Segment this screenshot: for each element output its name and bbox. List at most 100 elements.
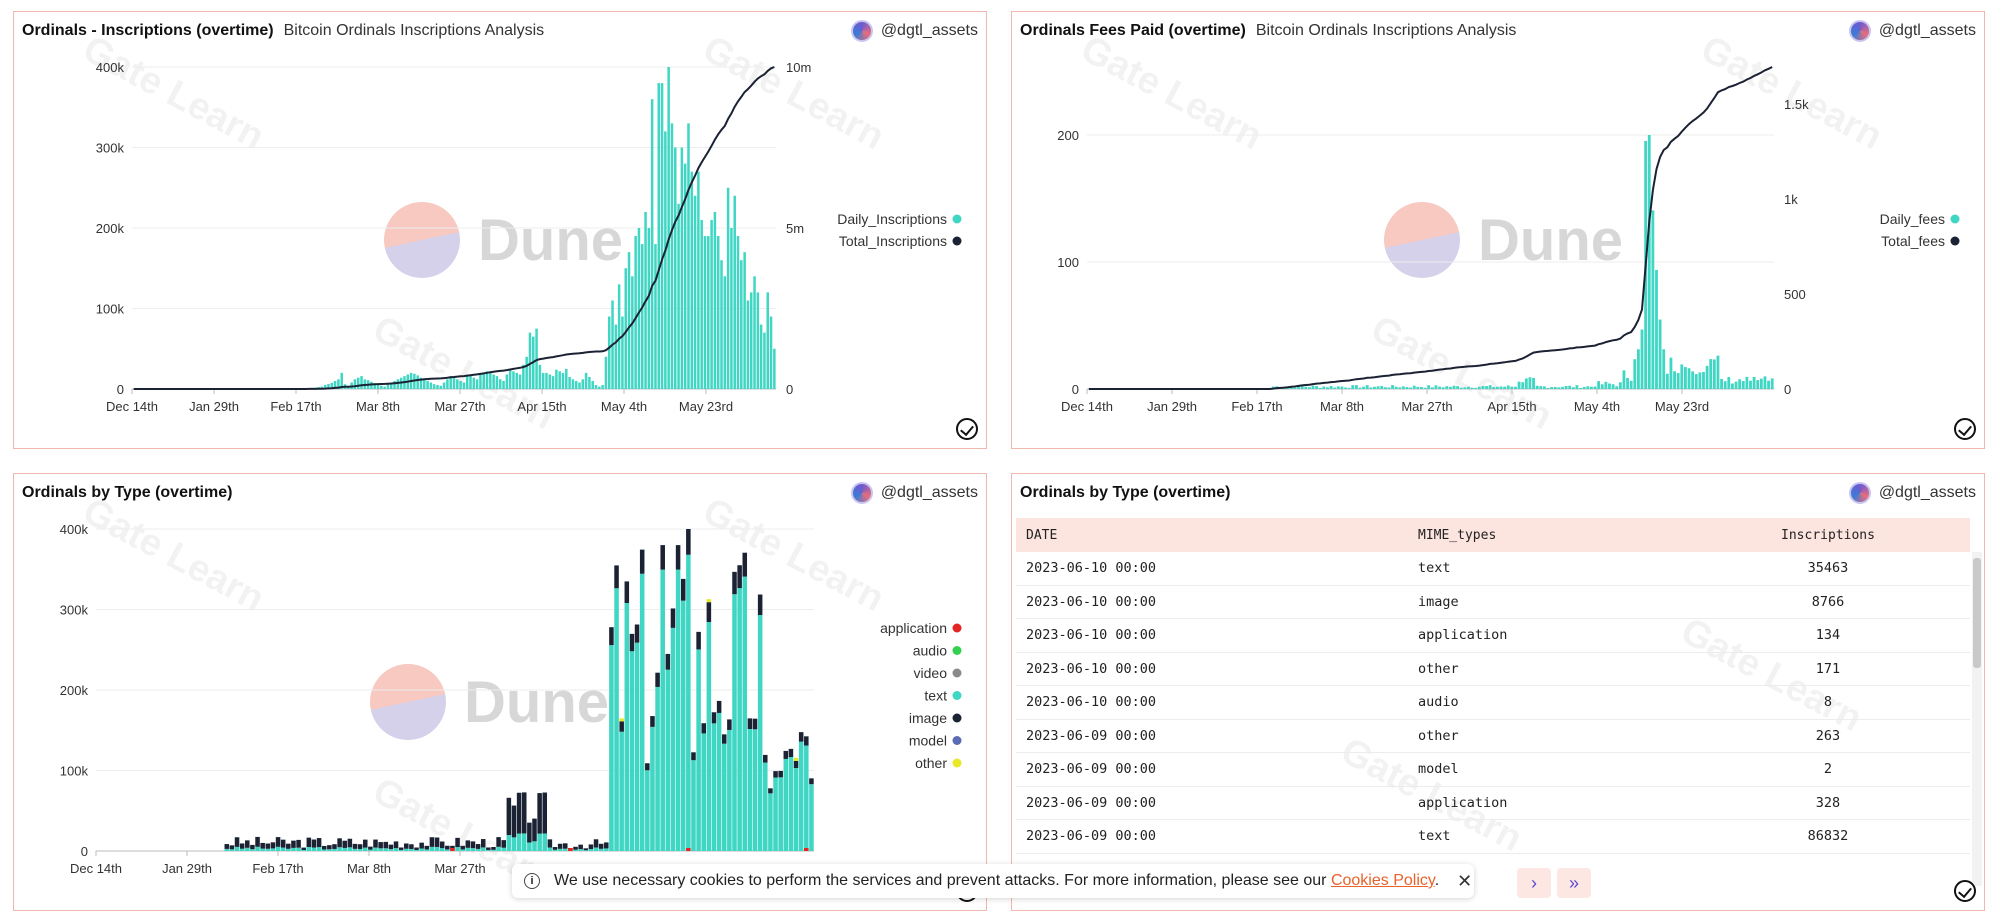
bar-text — [752, 729, 758, 851]
bar-image — [337, 838, 342, 848]
bar — [380, 385, 383, 389]
table-scrollbar[interactable] — [1972, 552, 1982, 886]
bar-text — [614, 588, 619, 851]
bar — [604, 356, 608, 389]
bar-image — [604, 842, 609, 849]
bar-image — [706, 602, 712, 623]
col-header-inscriptions[interactable]: Inscriptions — [1781, 527, 1875, 543]
owner-link[interactable]: @dgtl_assets — [1848, 482, 1976, 504]
table-row[interactable]: 2023-06-09 00:00 other 263 — [1016, 720, 1970, 753]
col-header-mime[interactable]: MIME_types — [1418, 527, 1497, 543]
bar-text — [680, 600, 686, 851]
bar — [1546, 387, 1550, 389]
bar — [1383, 387, 1387, 389]
bar — [459, 380, 462, 389]
bar — [1600, 384, 1604, 389]
bar — [1344, 387, 1347, 389]
panel-by-type-table: Ordinals by Type (overtime) @dgtl_assets… — [1011, 473, 1985, 911]
bar-text — [809, 784, 814, 851]
bar — [502, 380, 505, 389]
cell-mime: text — [1418, 828, 1451, 845]
table-row[interactable]: 2023-06-09 00:00 model 2 — [1016, 753, 1970, 787]
bar — [1380, 386, 1384, 389]
y2-tick-label: 10m — [786, 60, 811, 75]
bar — [1456, 386, 1460, 389]
panel-title: Ordinals Fees Paid (overtime) Bitcoin Ord… — [1020, 22, 1517, 39]
bar-image — [265, 843, 271, 849]
bar — [1604, 381, 1608, 389]
bar-image — [250, 844, 255, 850]
bar — [429, 382, 433, 389]
cell-date: 2023-06-09 00:00 — [1026, 828, 1157, 845]
bar — [1499, 386, 1503, 389]
bar — [726, 187, 730, 389]
bar — [1467, 386, 1470, 389]
bar — [1608, 383, 1611, 389]
owner-link[interactable]: @dgtl_assets — [1848, 20, 1976, 42]
y-tick-label: 400k — [96, 60, 125, 75]
x-tick-label: Jan 29th — [162, 861, 212, 876]
bar-text — [527, 842, 532, 851]
bar-text — [306, 846, 312, 851]
close-icon[interactable]: ✕ — [1457, 870, 1473, 891]
bar-image — [573, 846, 578, 850]
bar-image — [239, 843, 245, 849]
bar — [680, 147, 684, 389]
bar-image — [768, 788, 773, 794]
legend-label: other — [915, 755, 947, 771]
table-row[interactable]: 2023-06-10 00:00 image 8766 — [1016, 586, 1970, 619]
bar — [1373, 386, 1376, 389]
bar-image — [434, 837, 440, 847]
bar — [376, 384, 380, 389]
pagination: › » — [1517, 868, 1591, 898]
check-icon[interactable] — [1954, 418, 1976, 440]
bar-image — [665, 653, 671, 670]
avatar — [1848, 20, 1871, 42]
bar — [1665, 373, 1669, 389]
bar — [703, 236, 707, 389]
owner-link[interactable]: @dgtl_assets — [850, 20, 978, 42]
bar — [1647, 135, 1651, 389]
bar — [631, 276, 634, 389]
x-tick-label: Feb 17th — [270, 399, 321, 414]
table-row[interactable]: 2023-06-10 00:00 audio 8 — [1016, 686, 1970, 720]
bar — [1662, 349, 1666, 389]
table-row[interactable]: 2023-06-10 00:00 application 134 — [1016, 619, 1970, 653]
owner-link[interactable]: @dgtl_assets — [850, 482, 978, 504]
x-tick-label: Apr 15th — [517, 399, 566, 414]
next-page-button[interactable]: › — [1517, 868, 1551, 898]
table-row[interactable]: 2023-06-09 00:00 text 86832 — [1016, 820, 1970, 854]
bar-image — [547, 839, 553, 848]
table-row[interactable]: 2023-06-10 00:00 other 171 — [1016, 653, 1970, 686]
bar-text — [234, 846, 240, 851]
bar — [621, 316, 624, 389]
bar — [664, 131, 667, 389]
col-header-date[interactable]: DATE — [1026, 527, 1058, 543]
bar-text — [327, 849, 332, 851]
bar-text — [378, 848, 383, 851]
owner-name: @dgtl_assets — [1878, 484, 1976, 501]
last-page-button[interactable]: » — [1557, 868, 1591, 898]
bar-image — [629, 633, 635, 652]
table-row[interactable]: 2023-06-09 00:00 application 328 — [1016, 787, 1970, 820]
bar — [1680, 364, 1684, 389]
bar — [1300, 386, 1304, 389]
bar-text — [563, 848, 568, 851]
bar-image — [414, 847, 419, 850]
bar-text — [598, 848, 604, 851]
bar-text — [537, 833, 542, 851]
cookies-policy-link[interactable]: Cookies Policy — [1330, 872, 1435, 889]
bar — [512, 371, 515, 389]
check-icon[interactable] — [956, 418, 978, 440]
bar — [720, 260, 723, 389]
bar — [571, 379, 575, 389]
table-row[interactable]: 2023-06-10 00:00 text 35463 — [1016, 552, 1970, 586]
check-icon[interactable] — [1954, 880, 1976, 902]
bar-text — [501, 847, 506, 851]
bar — [594, 384, 598, 389]
cookie-text: We use necessary cookies to perform the … — [554, 872, 1440, 889]
bar-text — [783, 758, 789, 851]
bar — [1637, 349, 1640, 389]
bar-image — [286, 843, 291, 849]
inscriptions-chart: 0 100k 200k 300k 400k 0 5m 10m Dec 14th Jan 29th F… — [96, 60, 962, 414]
